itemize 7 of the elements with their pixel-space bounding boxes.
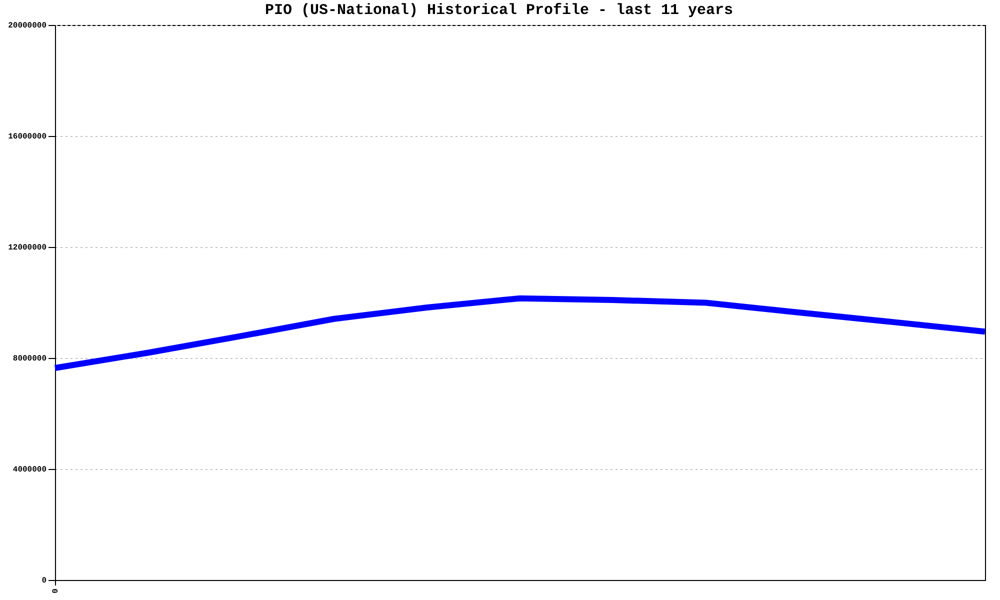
y-tick-label: 16000000 <box>8 132 47 142</box>
y-tick-label: 4000000 <box>12 466 47 474</box>
chart-title: PIO (US-National) Historical Profile - last 11 years <box>264 2 734 19</box>
y-tick-label: 8000000 <box>12 354 47 364</box>
y-tick-label: 0 <box>42 576 47 586</box>
y-tick-label: 12000000 <box>8 244 47 252</box>
y-tick-label: 20000000 <box>8 22 47 30</box>
